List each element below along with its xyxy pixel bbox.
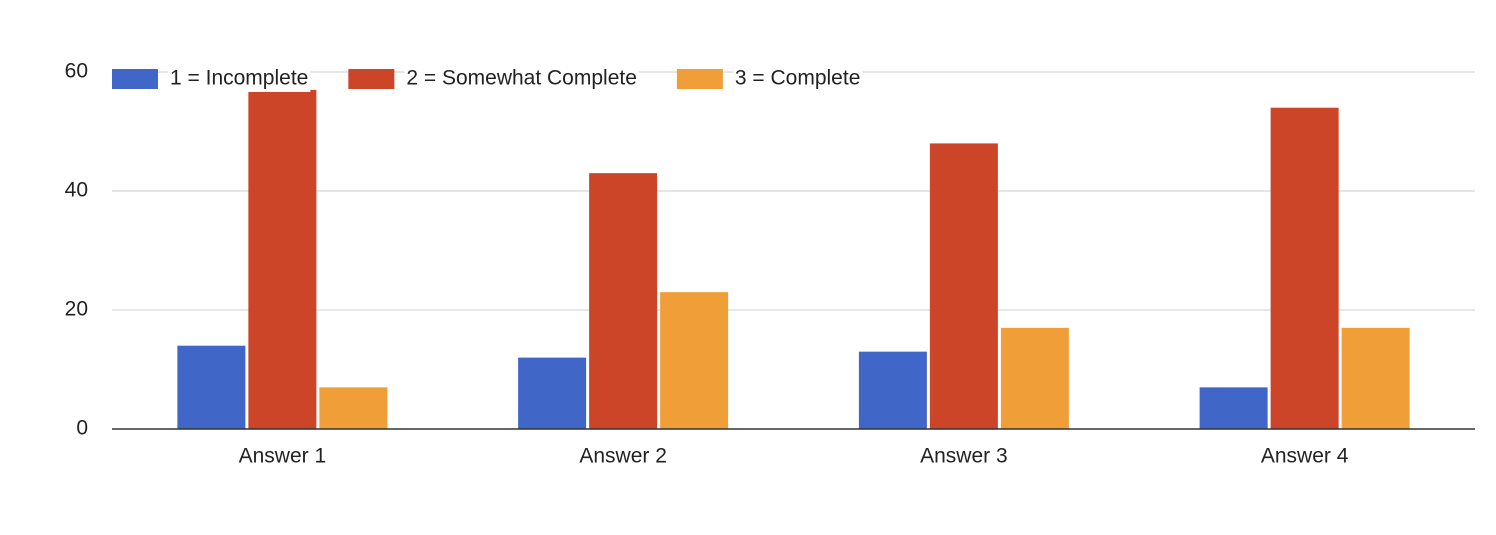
legend-label: 3 = Complete: [735, 67, 861, 90]
bar: [660, 292, 729, 429]
bar: [518, 357, 587, 429]
y-tick-label: 40: [65, 179, 88, 202]
legend-label: 2 = Somewhat Complete: [406, 67, 637, 90]
bar: [929, 143, 998, 429]
bar: [1341, 327, 1410, 429]
legend-swatch: [676, 69, 723, 89]
x-tick-label: Answer 1: [239, 445, 327, 468]
y-tick-label: 60: [65, 60, 88, 83]
legend-bg: [404, 66, 639, 92]
legend-swatch: [112, 69, 158, 89]
y-tick-label: 0: [76, 417, 88, 440]
x-tick-label: Answer 3: [920, 445, 1008, 468]
legend-bg: [168, 66, 311, 92]
x-tick-label: Answer 2: [579, 445, 667, 468]
bar: [177, 345, 246, 429]
legend-label: 1 = Incomplete: [170, 67, 308, 90]
x-tick-label: Answer 4: [1261, 445, 1349, 468]
bar: [1199, 387, 1268, 429]
bar: [319, 387, 388, 429]
bar: [248, 89, 317, 429]
bar: [589, 173, 658, 429]
bar: [1000, 327, 1069, 429]
legend-bg: [732, 66, 863, 92]
bar: [858, 351, 927, 429]
legend-swatch: [348, 69, 395, 89]
y-tick-label: 20: [65, 298, 88, 321]
bar: [1270, 107, 1339, 429]
